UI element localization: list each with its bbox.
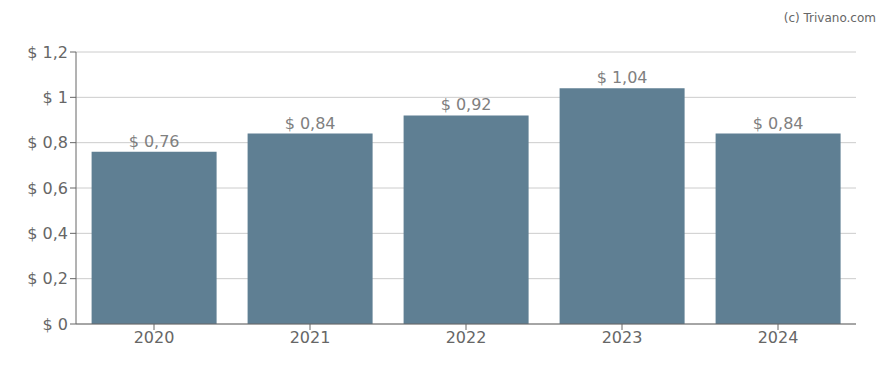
svg-text:$ 0,76: $ 0,76	[129, 132, 180, 151]
svg-text:2024: 2024	[758, 328, 799, 347]
html-text:(c) Trivano.com: (c) Trivano.com	[783, 11, 876, 25]
svg-text:2023: 2023	[602, 328, 643, 347]
svg-text:$ 1,2: $ 1,2	[27, 43, 68, 62]
svg-text:$ 0,84: $ 0,84	[753, 114, 804, 133]
svg-text:$ 0,92: $ 0,92	[441, 95, 492, 114]
svg-text:$ 0,84: $ 0,84	[285, 114, 336, 133]
svg-text:2020: 2020	[134, 328, 175, 347]
svg-text:$ 0,8: $ 0,8	[27, 133, 68, 152]
svg-text:$ 0: $ 0	[43, 315, 68, 334]
svg-text:$ 1: $ 1	[43, 88, 68, 107]
svg-text:$ 0,2: $ 0,2	[27, 269, 68, 288]
svg-text:2021: 2021	[290, 328, 331, 347]
svg-text:$ 1,04: $ 1,04	[597, 68, 648, 87]
svg-text:$ 0,6: $ 0,6	[27, 179, 68, 198]
svg-text:2022: 2022	[446, 328, 487, 347]
svg-text:$ 0,4: $ 0,4	[27, 224, 68, 243]
